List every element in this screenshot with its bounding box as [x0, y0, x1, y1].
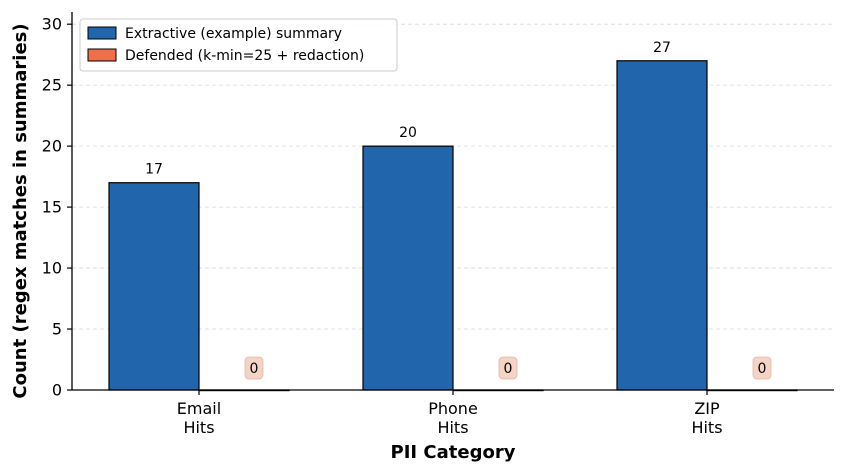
bars — [108, 60, 798, 392]
data-label-background — [498, 356, 518, 380]
bar-extractive — [362, 145, 454, 391]
y-tick-label: 30 — [42, 15, 62, 34]
y-tick-label: 5 — [52, 320, 62, 339]
y-tick-label: 25 — [42, 76, 62, 95]
data-label-extractive: 20 — [399, 125, 417, 141]
y-axis-title: Count (regex matches in summaries) — [10, 23, 31, 398]
legend-swatch-defended — [87, 48, 117, 62]
data-label-background — [244, 356, 264, 380]
data-label-defended: 0 — [504, 361, 513, 377]
data-label-defended: 0 — [250, 361, 259, 377]
data-label-extractive: 17 — [145, 162, 163, 178]
x-axis-title: PII Category — [391, 442, 516, 463]
y-tick-label: 0 — [52, 381, 62, 400]
x-tick-label: Phone Hits — [428, 399, 478, 437]
legend-label-defended: Defended (k-min=25 + redaction) — [125, 48, 364, 64]
legend-label-extractive: Extractive (example) summary — [125, 26, 342, 42]
bar-extractive — [108, 182, 200, 391]
y-tick-label: 10 — [42, 259, 62, 278]
data-label-background — [752, 356, 772, 380]
data-label-extractive: 27 — [653, 40, 671, 56]
x-tick-label: ZIP Hits — [691, 399, 722, 437]
data-label-defended: 0 — [758, 361, 767, 377]
x-tick-label: Email Hits — [177, 399, 221, 437]
legend-box — [79, 18, 398, 72]
legend: Extractive (example) summary Defended (k… — [79, 18, 398, 72]
tick-labels: 0 5 10 15 20 25 30 Email Hits Phone Hits ZIP Hits — [42, 15, 723, 437]
y-tick-label: 15 — [42, 198, 62, 217]
y-tick-label: 20 — [42, 137, 62, 156]
data-labels: 17 20 27 0 0 0 — [145, 40, 772, 380]
bar-extractive — [616, 60, 708, 391]
legend-swatch-extractive — [87, 26, 117, 40]
